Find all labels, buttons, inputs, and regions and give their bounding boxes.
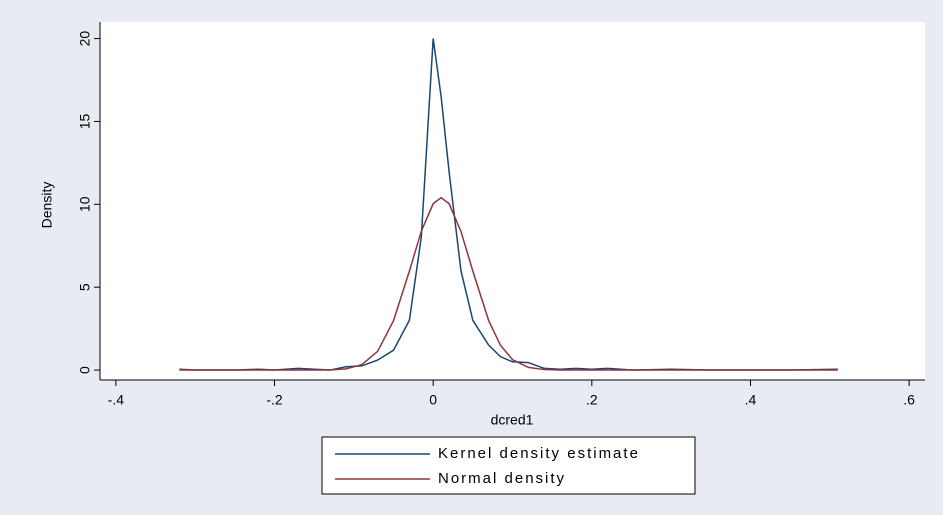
legend-label: Kernel density estimate bbox=[438, 445, 640, 462]
x-tick-label: 0 bbox=[429, 392, 437, 408]
x-tick-label: .6 bbox=[903, 392, 915, 408]
legend-label: Normal density bbox=[438, 470, 566, 487]
plot-area bbox=[100, 22, 925, 380]
y-tick-label: 20 bbox=[77, 31, 93, 47]
y-tick-label: 5 bbox=[77, 283, 93, 291]
x-tick-label: -.2 bbox=[266, 392, 283, 408]
y-tick-label: 0 bbox=[77, 366, 93, 374]
y-tick-label: 10 bbox=[77, 196, 93, 212]
legend bbox=[321, 436, 696, 495]
x-tick-label: .2 bbox=[586, 392, 598, 408]
series-line bbox=[179, 38, 838, 371]
x-tick-label: -.4 bbox=[108, 392, 125, 408]
series-line bbox=[179, 196, 838, 371]
y-axis-title: Density bbox=[39, 182, 55, 229]
y-tick-label: 15 bbox=[77, 113, 93, 129]
x-tick-label: .4 bbox=[745, 392, 757, 408]
x-axis-title: dcred1 bbox=[491, 412, 534, 428]
